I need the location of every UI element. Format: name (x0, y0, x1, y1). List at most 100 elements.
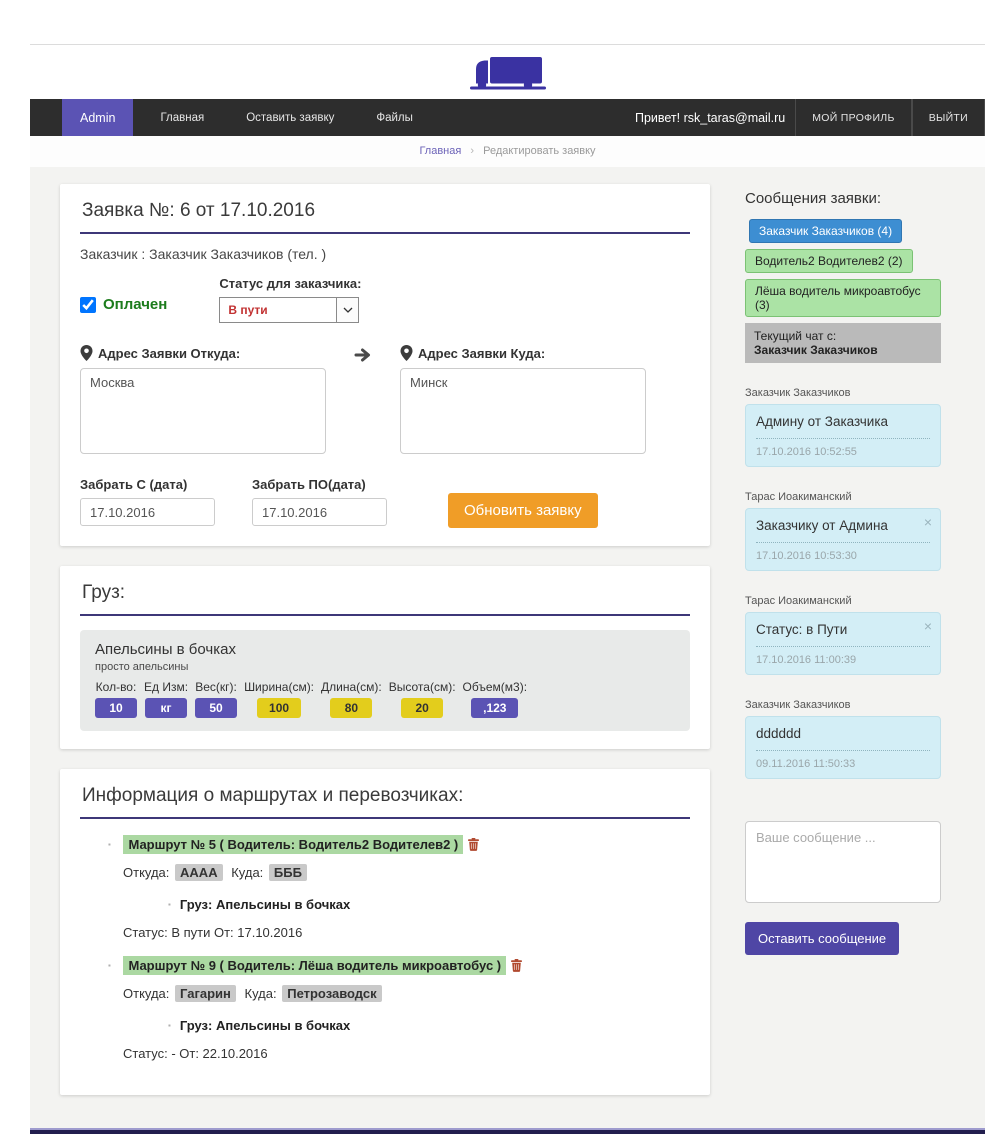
breadcrumb: Главная › Редактировать заявку (30, 136, 985, 167)
route-status: Статус: - От: 22.10.2016 (123, 1046, 268, 1061)
routes-card: Информация о маршрутах и перевозчиках: М… (60, 769, 710, 1095)
route-fromto: Откуда: АААА Куда: БББ (123, 864, 690, 881)
chat-message: Заказчик Заказчиков × Админу от Заказчик… (745, 387, 941, 467)
cargo-field: Кол-во: 10 (95, 680, 137, 718)
chat-sidebar: Сообщения заявки: Заказчик Заказчиков (4… (745, 184, 941, 955)
route-to-label: Куда: (231, 865, 264, 880)
cargo-field: Вес(кг): 50 (195, 680, 238, 718)
message-timestamp: 09.11.2016 11:50:33 (756, 758, 856, 770)
chat-participant-button[interactable]: Лёша водитель микроавтобус (3) (745, 279, 941, 317)
nav-brand-admin[interactable]: Admin (62, 99, 134, 136)
route-arrow (326, 345, 400, 459)
current-chat-label: Текущий чат с: (754, 329, 837, 343)
route-fromto: Откуда: Гагарин Куда: Петрозаводск (123, 985, 690, 1002)
message-timestamp: 17.10.2016 11:00:39 (756, 654, 857, 666)
close-icon[interactable]: × (923, 618, 932, 634)
nav-item[interactable]: Файлы (376, 111, 413, 124)
delete-route-button[interactable] (511, 959, 523, 975)
paid-checkbox[interactable] (80, 296, 96, 313)
route-from-value: АААА (175, 864, 223, 881)
date-to-input[interactable] (252, 498, 387, 526)
message-text: dddddd (756, 726, 802, 741)
date-from-input[interactable] (80, 498, 215, 526)
cargo-panel: Апельсины в бочках просто апельсины Кол-… (80, 630, 690, 731)
chat-participant-button[interactable]: Заказчик Заказчиков (4) (749, 219, 903, 243)
update-order-button[interactable]: Обновить заявку (448, 493, 598, 528)
address-from-textarea[interactable]: Москва (80, 368, 326, 454)
message-timestamp: 17.10.2016 10:53:30 (756, 550, 857, 562)
logo-strip (30, 45, 985, 99)
delete-route-button[interactable] (468, 838, 480, 854)
route-to-value: Петрозаводск (282, 985, 382, 1002)
chevron-down-icon (336, 298, 359, 322)
date-to-group: Забрать ПО(дата) (252, 477, 424, 526)
cargo-field: Ед Изм: кг (144, 680, 188, 718)
map-pin-icon (80, 345, 93, 361)
route-header-line: Маршрут № 9 ( Водитель: Лёша водитель ми… (108, 956, 690, 975)
date-from-label: Забрать С (дата) (80, 477, 188, 492)
breadcrumb-home-link[interactable]: Главная (419, 145, 462, 157)
cargo-field-label: Высота(см): (388, 680, 456, 694)
cargo-field-label: Длина(см): (321, 680, 382, 694)
close-icon[interactable]: × (923, 514, 932, 530)
route-from-label: Откуда: (123, 865, 170, 880)
nav-profile-link[interactable]: МОЙ ПРОФИЛЬ (795, 99, 912, 136)
chat-participant-button[interactable]: Водитель2 Водителев2 (2) (745, 249, 913, 273)
message-author: Тарас Иоакиманский (745, 491, 852, 503)
route-from-label: Откуда: (123, 986, 170, 1001)
trash-icon (511, 959, 523, 972)
cargo-field: Объем(м3): ,123 (463, 680, 527, 718)
route-item: Маршрут № 9 ( Водитель: Лёша водитель ми… (108, 956, 690, 1061)
cargo-description: просто апельсины (95, 661, 189, 673)
route-from-value: Гагарин (175, 985, 236, 1002)
route-cargo: Груз: Апельсины в бочках (168, 1018, 690, 1033)
cargo-title: Груз: (80, 580, 690, 616)
cargo-field-value-badge: 50 (195, 698, 238, 718)
content: Заявка №: 6 от 17.10.2016 Заказчик : Зак… (30, 167, 985, 1128)
address-from-label-row: Адрес Заявки Откуда: (80, 345, 326, 361)
navbar-right: Привет! rsk_taras@mail.ru МОЙ ПРОФИЛЬ ВЫ… (625, 99, 985, 136)
cargo-fields: Кол-во: 10 Ед Изм: кг Вес(кг): 50 (95, 680, 675, 718)
current-chat-box: Текущий чат с: Заказчик Заказчиков (745, 323, 941, 363)
nav-item[interactable]: Оставить заявку (246, 111, 335, 124)
cargo-field: Длина(см): 80 (321, 680, 382, 718)
trash-icon (468, 838, 480, 851)
address-to-textarea[interactable]: Минск (400, 368, 646, 454)
route-header-line: Маршрут № 5 ( Водитель: Водитель2 Водите… (108, 835, 690, 854)
status-label: Статус для заказчика: (219, 276, 362, 291)
order-title: Заявка №: 6 от 17.10.2016 (80, 198, 690, 234)
message-divider (756, 438, 930, 439)
paid-status-row: Оплачен Статус для заказчика: В пути (80, 276, 690, 323)
paid-label: Оплачен (103, 296, 168, 313)
paid-group: Оплачен (80, 296, 167, 313)
cargo-field-value-badge: кг (145, 698, 188, 718)
cargo-field-value-badge: 100 (257, 698, 302, 718)
address-from-label: Адрес Заявки Откуда: (98, 345, 241, 361)
map-pin-icon (400, 345, 413, 361)
order-card: Заявка №: 6 от 17.10.2016 Заказчик : Зак… (60, 184, 710, 546)
nav-logout-link[interactable]: ВЫЙТИ (911, 99, 985, 136)
message-divider (756, 750, 930, 751)
address-from-group: Адрес Заявки Откуда: Москва (80, 345, 326, 459)
dates-row: Забрать С (дата) Забрать ПО(дата) Обнови… (80, 477, 690, 528)
message-box: × Админу от Заказчика 17.10.2016 10:52:5… (745, 404, 941, 467)
message-box: × Заказчику от Админа 17.10.2016 10:53:3… (745, 508, 941, 571)
cargo-field-value-badge: 10 (95, 698, 137, 718)
cargo-field-value-badge: ,123 (471, 698, 519, 718)
message-divider (756, 542, 930, 543)
main-column: Заявка №: 6 от 17.10.2016 Заказчик : Зак… (60, 184, 710, 1115)
message-input[interactable] (745, 821, 941, 903)
cargo-card: Груз: Апельсины в бочках просто апельсин… (60, 566, 710, 749)
nav-item[interactable]: Главная (160, 111, 205, 124)
status-group: Статус для заказчика: В пути (219, 276, 361, 323)
customer-line: Заказчик : Заказчик Заказчиков (тел. ) (80, 246, 327, 262)
message-box: × Статус: в Пути 17.10.2016 11:00:39 (745, 612, 941, 675)
date-to-label: Забрать ПО(дата) (252, 477, 366, 492)
cargo-field-label: Объем(м3): (462, 680, 528, 694)
status-select[interactable]: В пути (219, 297, 360, 323)
send-message-button[interactable]: Оставить сообщение (745, 922, 900, 955)
status-select-value: В пути (228, 303, 268, 317)
truck-logo-icon (469, 57, 546, 90)
nav-greeting: Привет! rsk_taras@mail.ru (634, 110, 786, 125)
message-author: Заказчик Заказчиков (745, 387, 851, 399)
